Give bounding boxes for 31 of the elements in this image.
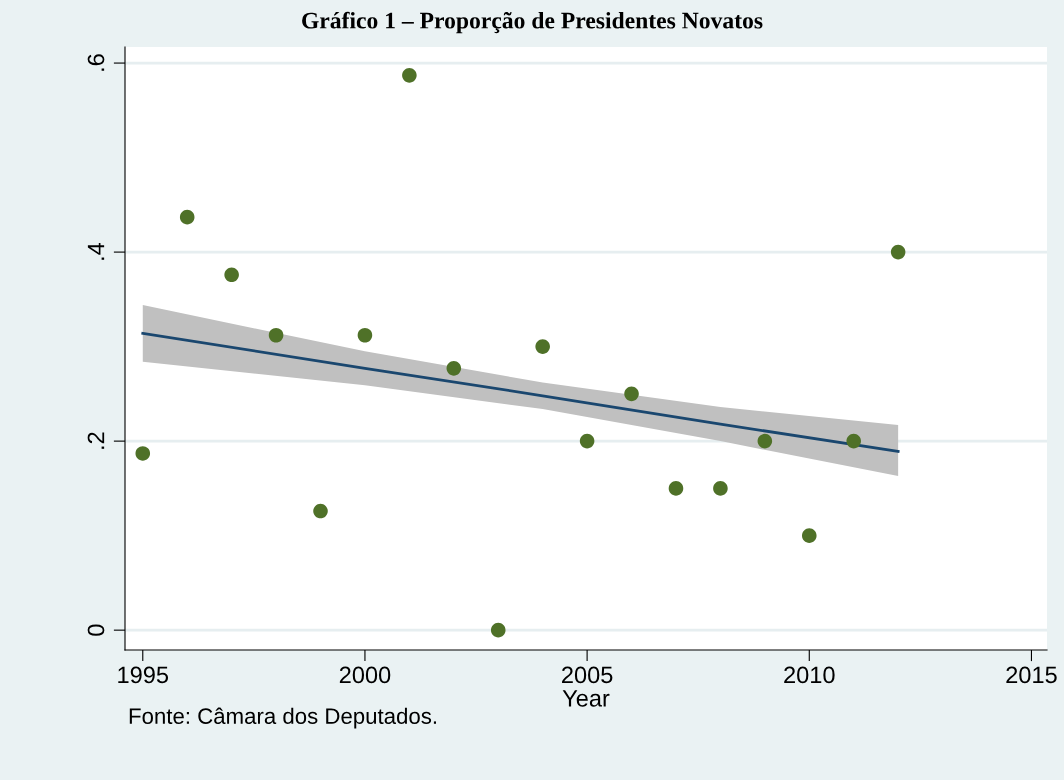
y-tick-label: .2 [87,432,105,449]
point [535,339,550,354]
point [490,622,506,638]
x-tick-label: 1995 [118,666,169,684]
y-tick-label: 0 [87,624,105,636]
point [268,327,284,343]
point [402,68,417,83]
point [890,244,906,260]
x-tick-label: 2005 [562,666,613,684]
source-note: Fonte: Câmara dos Deputados. [129,707,437,729]
x-tick-label: 2015 [1006,666,1057,684]
point [357,327,373,343]
point [446,361,462,376]
point [313,503,328,519]
y-tick-label: .6 [87,54,105,71]
point [135,446,151,461]
point [224,267,239,283]
point [179,209,195,225]
point [624,386,639,402]
point [579,433,595,449]
x-axis-title: Year [562,690,610,707]
point [846,433,861,449]
line-series [141,331,900,453]
chart-title: Gráfico 1 – Proporção de Presidentes Novatos [302,11,763,34]
point [713,481,728,496]
point [802,528,817,543]
point [757,433,773,449]
point [668,481,684,496]
x-tick-label: 2000 [339,666,391,684]
y-tick-label: .4 [87,242,105,260]
x-tick-label: 2010 [784,666,835,684]
